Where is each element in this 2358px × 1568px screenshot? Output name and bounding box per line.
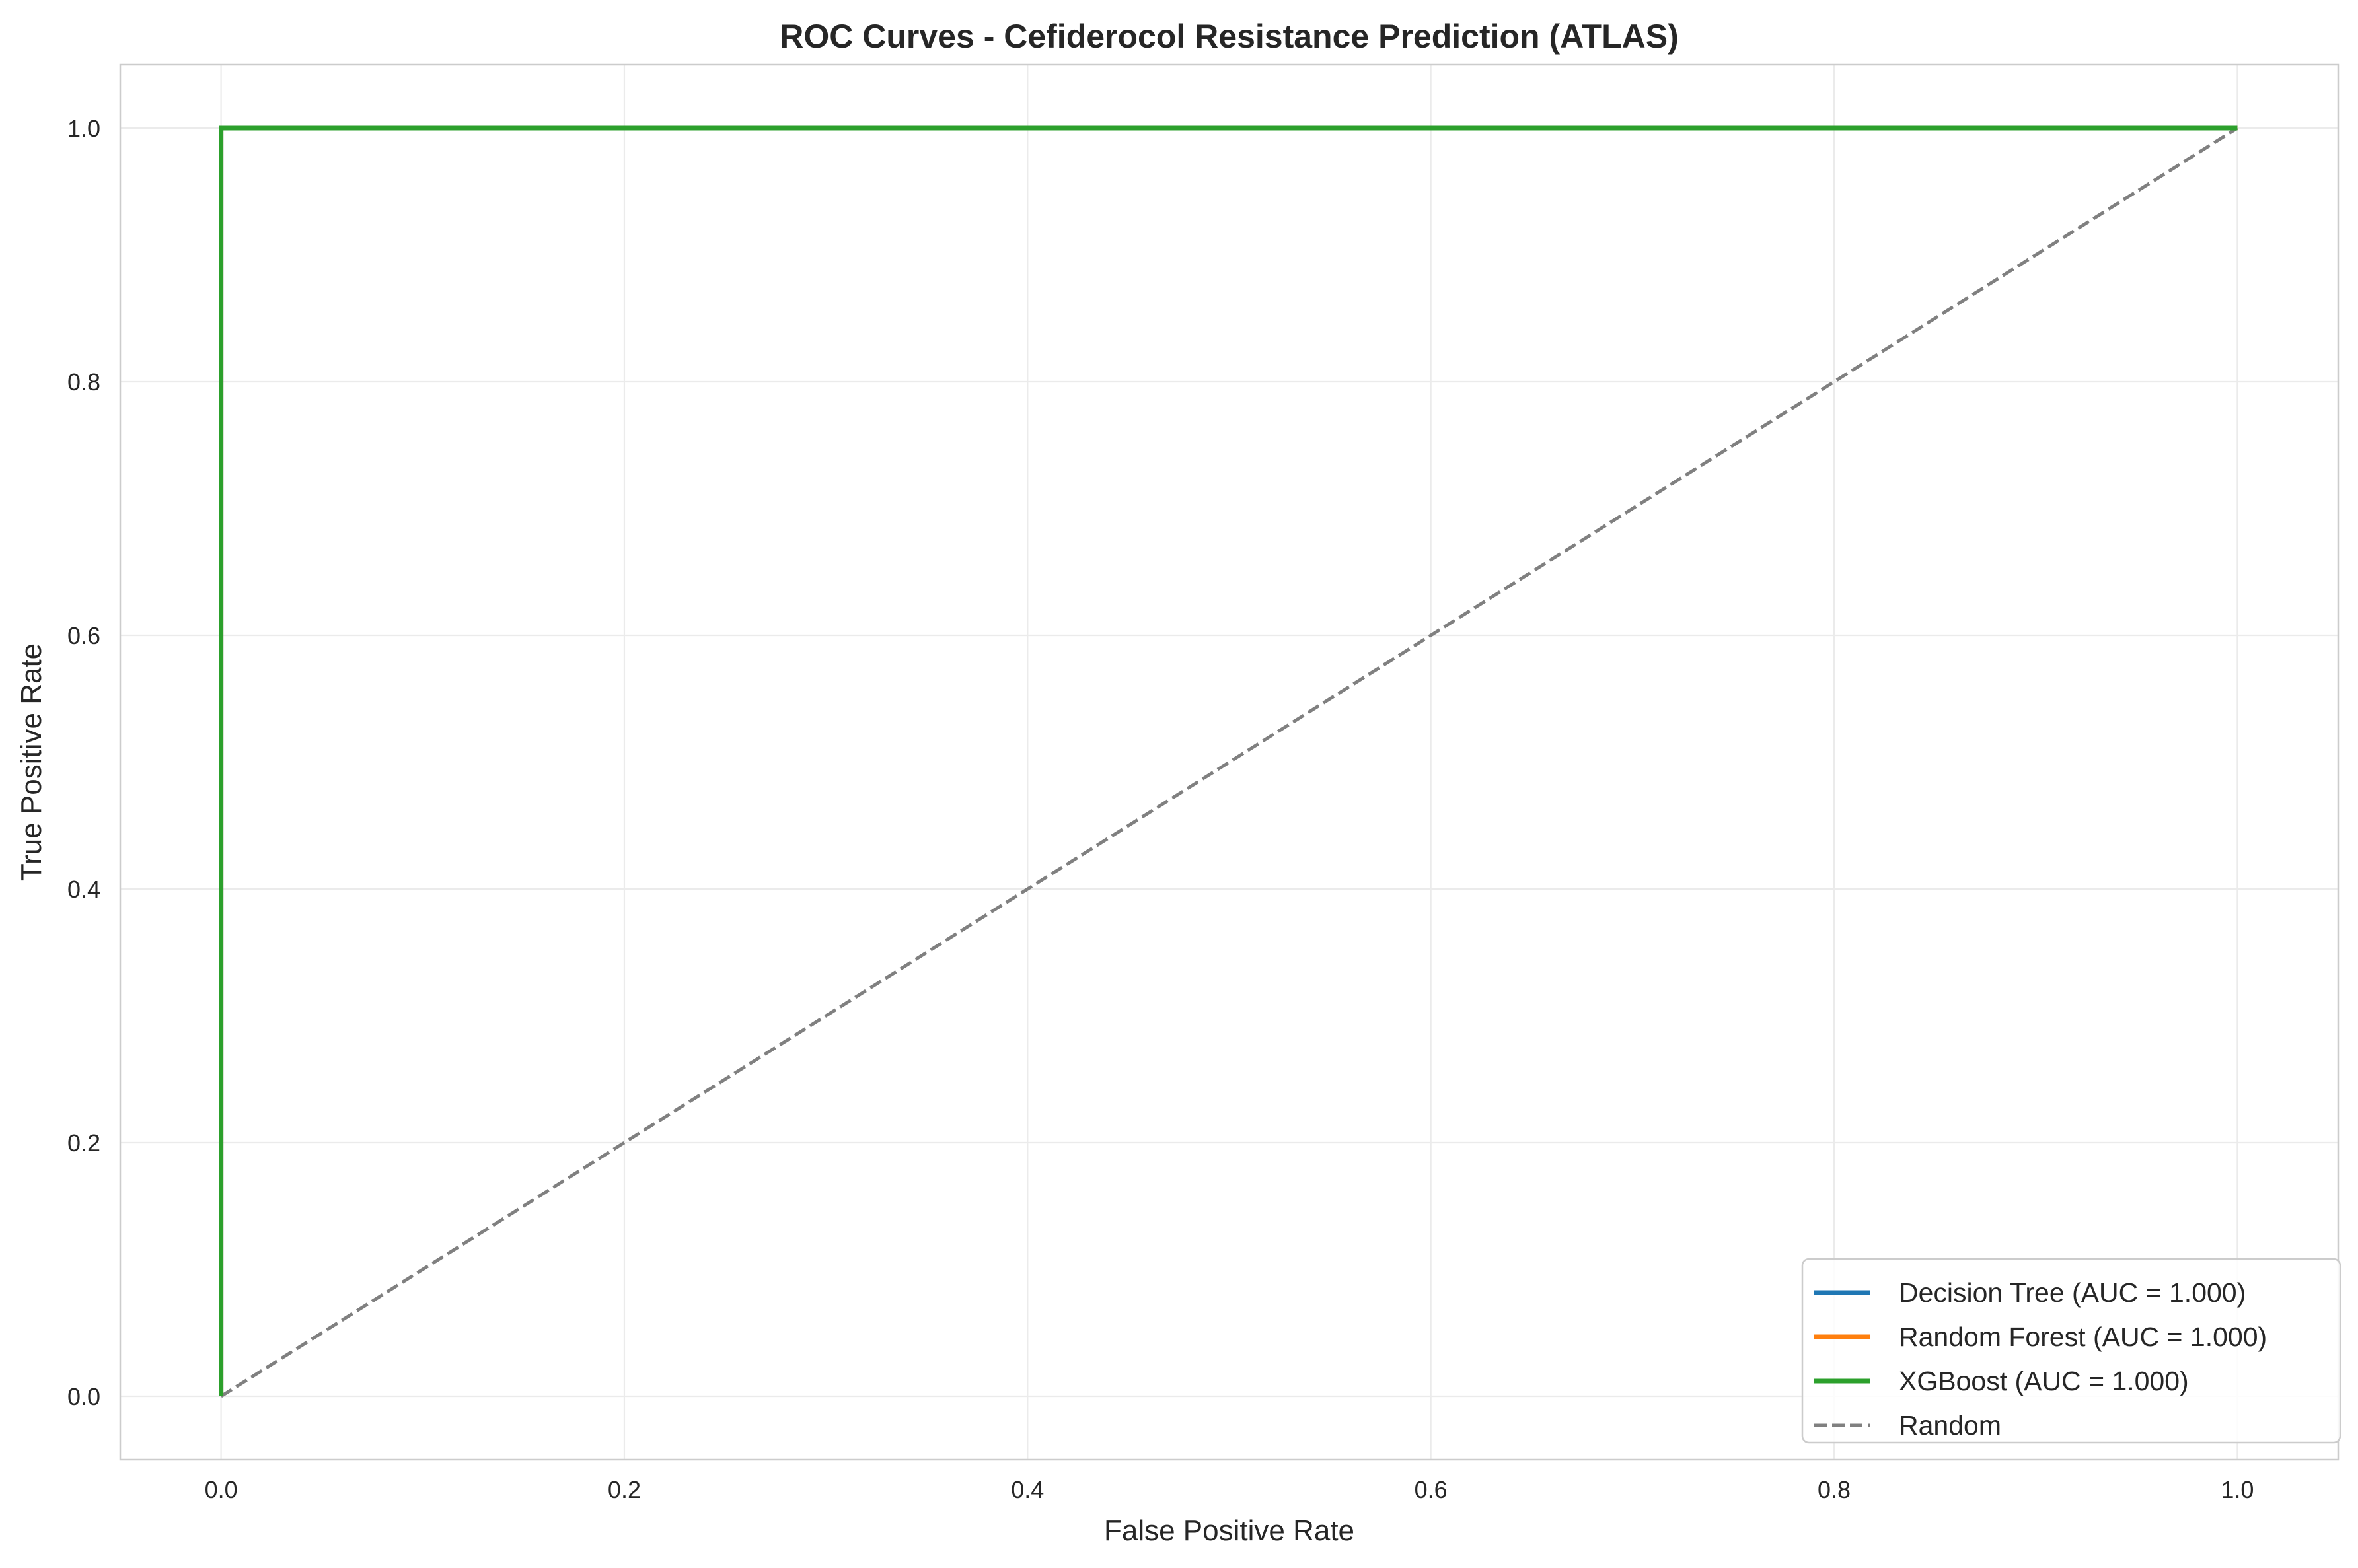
legend-label: XGBoost (AUC = 1.000) (1899, 1366, 2189, 1396)
y-axis-label: True Positive Rate (15, 643, 48, 881)
legend-label: Random Forest (AUC = 1.000) (1899, 1322, 2267, 1352)
x-tick-label: 0.0 (205, 1476, 238, 1503)
legend: Decision Tree (AUC = 1.000) Random Forest… (1801, 1258, 2341, 1444)
chart-title: ROC Curves - Cefiderocol Resistance Pred… (780, 18, 1678, 55)
y-tick-label: 0.8 (67, 369, 100, 396)
series-lines (219, 125, 2238, 1398)
tick-labels: 0.0 0.2 0.4 0.6 0.8 1.0 0.0 0.2 0.4 0.6 0.8 1.0 (67, 115, 2254, 1503)
legend-label: Decision Tree (AUC = 1.000) (1899, 1277, 2246, 1308)
y-tick-label: 0.2 (67, 1129, 100, 1157)
x-tick-label: 0.2 (608, 1476, 641, 1503)
x-tick-label: 0.8 (1818, 1476, 1851, 1503)
x-axis-label: False Positive Rate (1104, 1515, 1354, 1547)
grid-lines (120, 65, 2338, 1460)
plot-frame (119, 63, 2340, 1461)
y-tick-label: 1.0 (67, 115, 100, 142)
y-tick-label: 0.6 (67, 622, 100, 649)
y-tick-label: 0.0 (67, 1383, 100, 1410)
series-line-xgboost (219, 125, 2238, 1396)
y-tick-label: 0.4 (67, 876, 100, 903)
legend-box (1801, 1258, 2341, 1444)
x-tick-label: 1.0 (2221, 1476, 2254, 1503)
x-tick-label: 0.4 (1011, 1476, 1044, 1503)
x-tick-label: 0.6 (1415, 1476, 1448, 1503)
legend-label: Random (1899, 1410, 2001, 1441)
series-line-random (220, 126, 2238, 1398)
